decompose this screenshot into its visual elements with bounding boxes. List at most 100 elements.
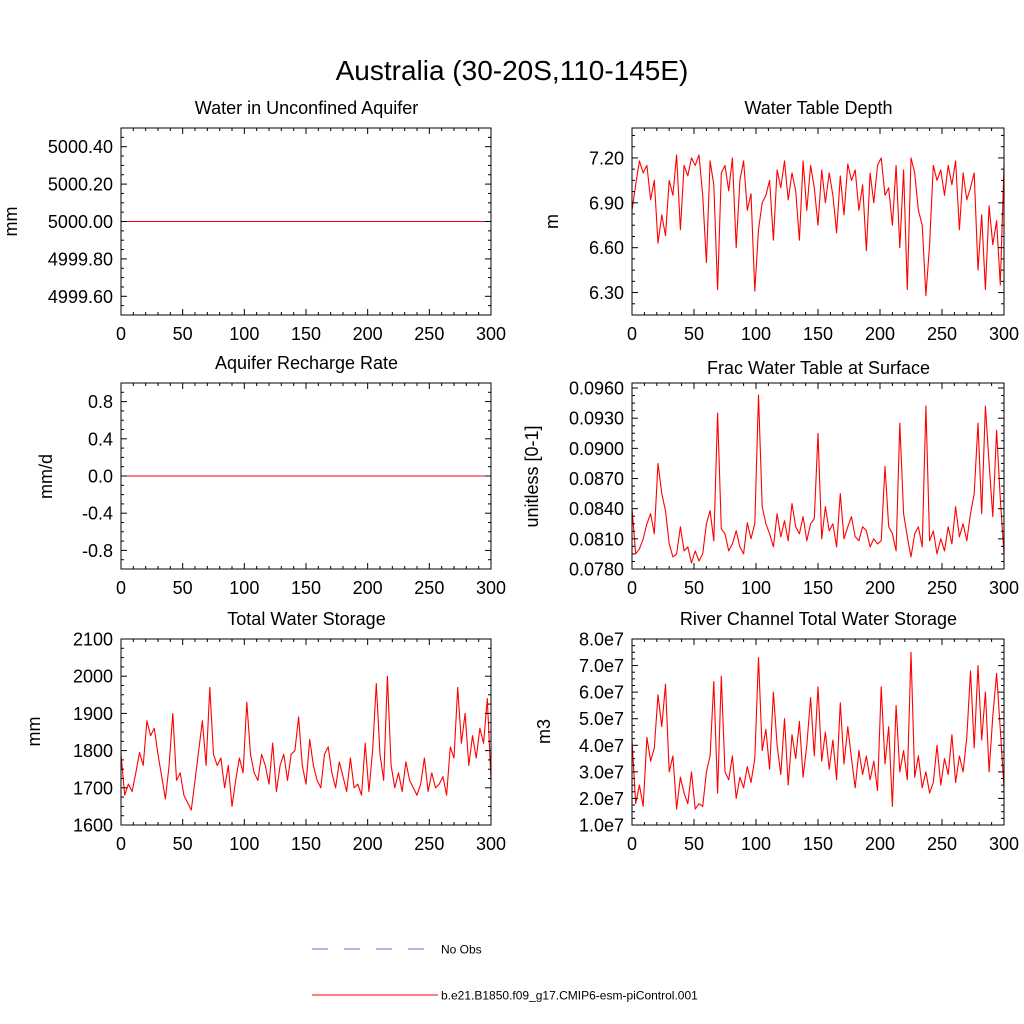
y-tick-label: 2000 bbox=[73, 667, 113, 687]
panel-total-water-storage: Total Water Storage mm 0 50 100 150 200 250 30… bbox=[24, 609, 506, 854]
x-tick-label: 150 bbox=[803, 324, 833, 344]
y-tick-label: 5000.40 bbox=[48, 137, 113, 157]
y-tick-label: 0.0900 bbox=[569, 439, 624, 459]
x-tick-label: 300 bbox=[989, 324, 1019, 344]
x-tick-label: 200 bbox=[865, 324, 895, 344]
x-tick-label: 200 bbox=[865, 834, 895, 854]
x-tick-label: 250 bbox=[414, 324, 444, 344]
x-tick-label: 300 bbox=[476, 324, 506, 344]
x-tick-label: 50 bbox=[173, 578, 193, 598]
y-tick-label: 2100 bbox=[73, 630, 113, 650]
series-line bbox=[631, 651, 1005, 810]
y-tick-label: -0.8 bbox=[82, 541, 113, 561]
x-tick-label: 250 bbox=[414, 578, 444, 598]
x-tick-label: 150 bbox=[291, 578, 321, 598]
panel-title: Frac Water Table at Surface bbox=[707, 358, 930, 378]
x-tick-label: 0 bbox=[627, 324, 637, 344]
y-tick-label: 0.0960 bbox=[569, 379, 624, 399]
y-tick-label: 4.0e7 bbox=[579, 736, 624, 756]
x-tick-label: 200 bbox=[353, 834, 383, 854]
y-tick-label: 7.0e7 bbox=[579, 656, 624, 676]
x-tick-label: 100 bbox=[229, 578, 259, 598]
y-tick-label: 5.0e7 bbox=[579, 709, 624, 729]
series-line bbox=[631, 154, 1005, 297]
x-tick-label: 50 bbox=[684, 834, 704, 854]
panel-title: Water in Unconfined Aquifer bbox=[195, 98, 418, 118]
y-axis-label: mm/d bbox=[36, 454, 56, 499]
y-tick-label: 6.0e7 bbox=[579, 683, 624, 703]
x-tick-label: 0 bbox=[116, 834, 126, 854]
y-tick-label: -0.4 bbox=[82, 504, 113, 524]
legend-obs-label: No Obs bbox=[441, 943, 482, 957]
y-tick-label: 7.20 bbox=[589, 148, 624, 168]
y-tick-label: 0.0 bbox=[88, 467, 113, 487]
figure-title: Australia (30-20S,110-145E) bbox=[336, 55, 689, 86]
y-axis-label: mm bbox=[24, 717, 44, 747]
y-tick-label: 0.0870 bbox=[569, 469, 624, 489]
y-tick-label: 1.0e7 bbox=[579, 816, 624, 836]
plot-area: 0 50 100 150 200 250 300 6.30 6.60 6.90 7.20 bbox=[589, 127, 1019, 344]
panel-aquifer-recharge-rate: Aquifer Recharge Rate mm/d 0 50 100 150 200 2… bbox=[36, 353, 506, 598]
y-tick-label: 0.0810 bbox=[569, 529, 624, 549]
panel-title: Total Water Storage bbox=[227, 609, 385, 629]
y-tick-label: 6.90 bbox=[589, 193, 624, 213]
y-tick-label: 0.0930 bbox=[569, 409, 624, 429]
x-tick-label: 50 bbox=[684, 578, 704, 598]
x-tick-label: 150 bbox=[291, 834, 321, 854]
x-tick-label: 300 bbox=[476, 834, 506, 854]
panel-water-table-depth: Water Table Depth m 0 50 100 150 200 250 300 6.… bbox=[542, 98, 1019, 344]
y-tick-label: 6.30 bbox=[589, 283, 624, 303]
x-tick-label: 0 bbox=[627, 834, 637, 854]
x-tick-label: 250 bbox=[927, 578, 957, 598]
y-axis-label: unitless [0-1] bbox=[522, 425, 542, 527]
series-line bbox=[120, 675, 492, 811]
panel-title: Aquifer Recharge Rate bbox=[215, 353, 398, 373]
panel-title: Water Table Depth bbox=[744, 98, 892, 118]
plot-area: 0 50 100 150 200 250 300 1600 1700 1800 1900 2000 21… bbox=[73, 630, 506, 855]
y-tick-label: 4999.80 bbox=[48, 249, 113, 269]
x-tick-label: 150 bbox=[803, 578, 833, 598]
panel-river-channel-total-water-storage: River Channel Total Water Storage m3 0 50… bbox=[534, 609, 1019, 854]
y-tick-label: 3.0e7 bbox=[579, 762, 624, 782]
series-line bbox=[631, 394, 1005, 564]
y-tick-label: 0.4 bbox=[88, 429, 113, 449]
y-tick-label: 0.0840 bbox=[569, 499, 624, 519]
x-tick-label: 0 bbox=[116, 578, 126, 598]
y-axis-label: m bbox=[542, 214, 562, 229]
x-tick-label: 100 bbox=[741, 834, 771, 854]
y-tick-label: 6.60 bbox=[589, 238, 624, 258]
y-tick-label: 1600 bbox=[73, 816, 113, 836]
y-tick-label: 0.8 bbox=[88, 392, 113, 412]
panel-frac-water-table-at-surface: Frac Water Table at Surface unitless [0-… bbox=[522, 358, 1019, 598]
y-tick-label: 4999.60 bbox=[48, 287, 113, 307]
x-tick-label: 0 bbox=[116, 324, 126, 344]
x-tick-label: 50 bbox=[173, 324, 193, 344]
panel-title: River Channel Total Water Storage bbox=[680, 609, 957, 629]
x-tick-label: 250 bbox=[414, 834, 444, 854]
legend-model-label: b.e21.B1850.f09_g17.CMIP6-esm-piControl.… bbox=[441, 989, 698, 1003]
x-tick-label: 50 bbox=[173, 834, 193, 854]
y-tick-label: 1900 bbox=[73, 704, 113, 724]
x-tick-label: 100 bbox=[229, 834, 259, 854]
panel-water-in-unconfined-aquifer: Water in Unconfined Aquifer mm 0 50 100 150… bbox=[1, 98, 506, 344]
plot-area: 0 50 100 150 200 250 300 1.0e7 2.0e7 3.0e7 4.0e7 5.… bbox=[579, 630, 1019, 855]
legend: No Obs b.e21.B1850.f09_g17.CMIP6-esm-piC… bbox=[312, 943, 698, 1003]
y-tick-label: 5000.00 bbox=[48, 212, 113, 232]
y-axis-label: mm bbox=[1, 207, 21, 237]
x-tick-label: 200 bbox=[865, 578, 895, 598]
x-tick-label: 100 bbox=[741, 578, 771, 598]
y-tick-label: 1700 bbox=[73, 778, 113, 798]
x-tick-label: 300 bbox=[989, 834, 1019, 854]
x-tick-label: 200 bbox=[353, 578, 383, 598]
x-tick-label: 150 bbox=[291, 324, 321, 344]
x-tick-label: 200 bbox=[353, 324, 383, 344]
y-tick-label: 1800 bbox=[73, 741, 113, 761]
x-tick-label: 300 bbox=[989, 578, 1019, 598]
x-tick-label: 100 bbox=[229, 324, 259, 344]
y-tick-label: 2.0e7 bbox=[579, 789, 624, 809]
plot-area: 0 50 100 150 200 250 300 -0.8 -0.4 0.0 0.4 0.8 bbox=[82, 382, 506, 598]
y-tick-label: 8.0e7 bbox=[579, 630, 624, 650]
y-tick-label: 5000.20 bbox=[48, 175, 113, 195]
